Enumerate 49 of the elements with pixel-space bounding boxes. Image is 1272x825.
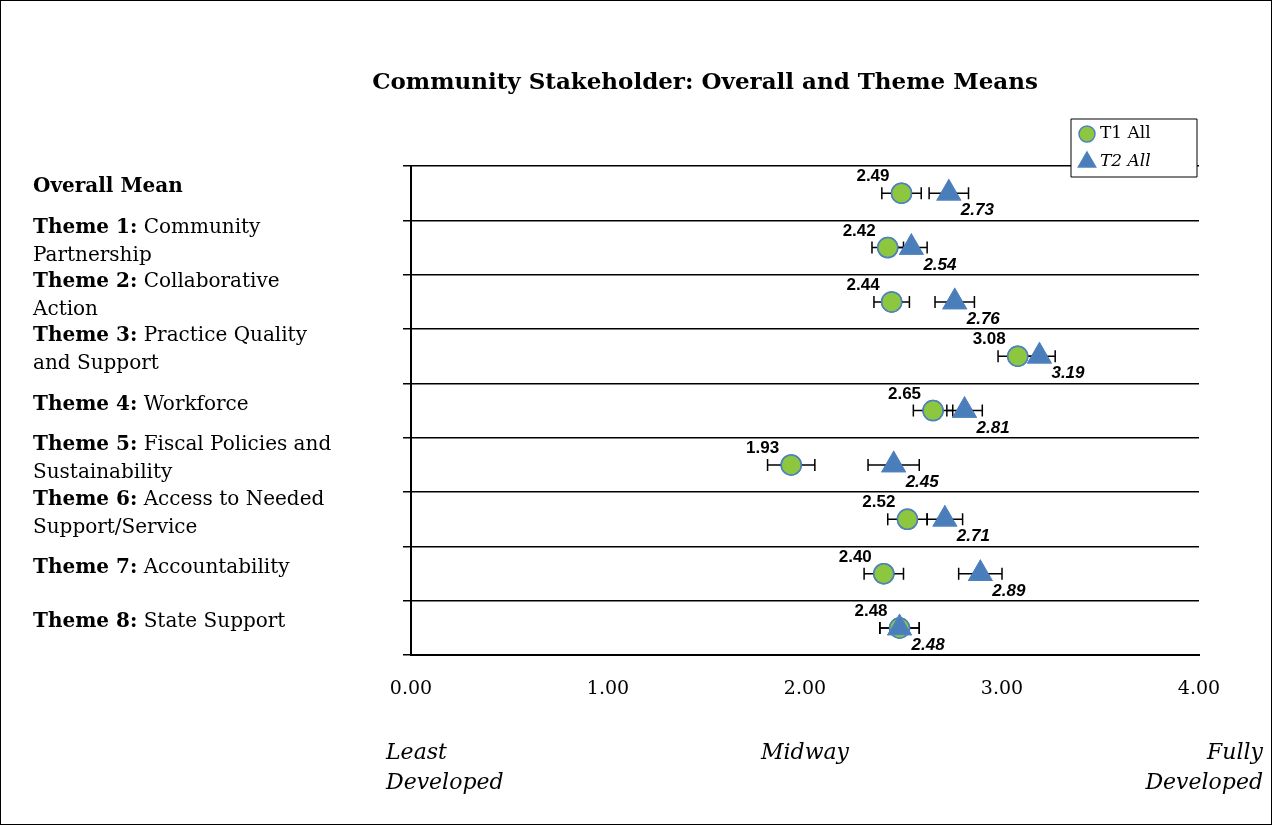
- x-tick-label: 0.00: [389, 675, 433, 698]
- data-label: 2.52: [862, 492, 896, 512]
- x-tick-label: 4.00: [1177, 675, 1221, 698]
- legend-label: T2 All: [1100, 150, 1151, 171]
- data-label: 2.71: [955, 526, 990, 546]
- x-tick-label: 1.00: [586, 675, 630, 698]
- point: [873, 562, 895, 585]
- point: [1007, 345, 1029, 367]
- text: Least Developed: [385, 738, 504, 794]
- point: [899, 233, 924, 255]
- point: [876, 236, 899, 259]
- chart-title: Community Stakeholder: Overall and Theme Means: [372, 66, 1038, 94]
- data-label: 2.42: [842, 220, 876, 240]
- data-label: 3.19: [1051, 363, 1086, 383]
- data-label: 2.48: [854, 601, 888, 621]
- data-label: 1.93: [746, 438, 780, 458]
- category-label: Theme 2: Collaborative Action: [33, 268, 280, 321]
- y-tick-label: Theme 6: Access to Needed Support/Service: [33, 485, 325, 538]
- data-label: 2.44: [846, 275, 881, 295]
- data-label: 2.48: [910, 635, 946, 655]
- text: Midway: [759, 738, 850, 764]
- y-tick-label: Theme 3: Practice Quality and Support: [33, 322, 308, 375]
- point: [780, 454, 802, 476]
- data-label: 2.65: [887, 383, 922, 403]
- point: [942, 288, 967, 310]
- data-label: 2.45: [904, 472, 940, 492]
- x-tick-label: 2.00: [783, 675, 827, 698]
- y-tick-label: Theme 5: Fiscal Policies and Sustainability: [33, 431, 332, 484]
- y-tick-label: Theme 4: Workforce: [33, 390, 249, 415]
- point: [890, 182, 913, 204]
- data-label: 2.54: [922, 254, 958, 274]
- x-tick-label: 3.00: [980, 675, 1024, 698]
- y-tick-label: Theme 1: Community Partnership: [33, 213, 262, 266]
- data-label: 2.49: [856, 166, 890, 186]
- data-label: 2.89: [991, 580, 1026, 600]
- y-tick-label: Overall Mean: [33, 173, 184, 198]
- y-tick-label: Theme 7: Accountability: [33, 553, 291, 578]
- data-label: 2.81: [975, 417, 1010, 437]
- point: [922, 399, 944, 422]
- data-label: 2.40: [838, 546, 872, 566]
- point: [936, 179, 961, 201]
- point: [896, 508, 919, 531]
- data-label: 2.76: [965, 309, 1001, 329]
- y-tick-label: Theme 8: State Support: [33, 608, 286, 633]
- data-label: 3.08: [972, 329, 1006, 349]
- point: [880, 291, 903, 313]
- text: Fully Developed: [1144, 738, 1264, 794]
- legend-label: T1 All: [1100, 122, 1151, 143]
- data-label: 2.73: [959, 200, 995, 220]
